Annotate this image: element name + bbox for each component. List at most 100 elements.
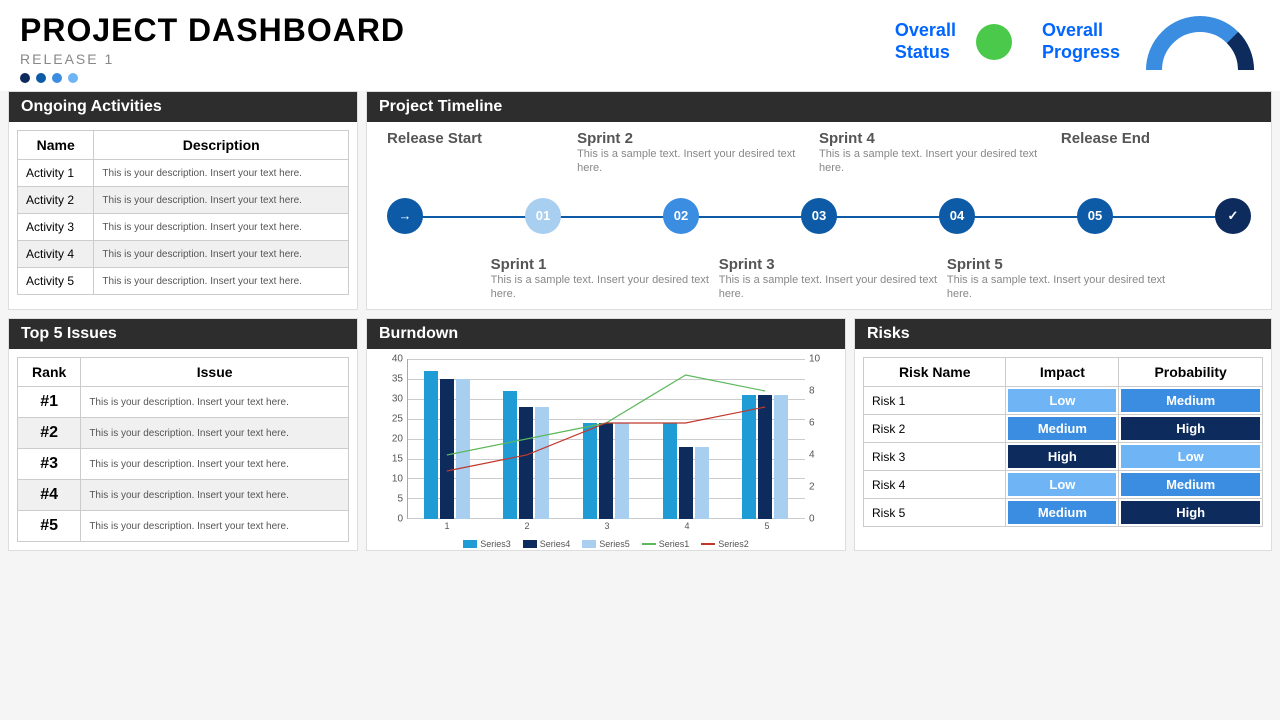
- risks-header: Risks: [855, 319, 1271, 349]
- column-header: Name: [18, 131, 94, 160]
- risk-name: Risk 4: [864, 471, 1006, 499]
- table-row: Risk 2 Medium High: [864, 415, 1263, 443]
- activity-desc: This is your description. Insert your te…: [94, 241, 349, 268]
- timeline-label-title: Sprint 4: [819, 130, 1061, 147]
- activities-header: Ongoing Activities: [9, 92, 357, 122]
- issue-rank: #1: [18, 387, 81, 418]
- issues-table: RankIssue #1This is your description. In…: [17, 357, 349, 542]
- activity-name: Activity 2: [18, 187, 94, 214]
- top-panels: Ongoing Activities NameDescription Activ…: [0, 91, 1280, 310]
- timeline-label-desc: This is a sample text. Insert your desir…: [577, 147, 819, 176]
- y-axis-label: 40: [385, 354, 403, 365]
- timeline-label-title: Sprint 3: [719, 256, 947, 273]
- timeline-body: Release StartSprint 2This is a sample te…: [367, 122, 1271, 309]
- overall-progress: OverallProgress: [1042, 12, 1260, 72]
- y-axis-label: 0: [385, 514, 403, 525]
- timeline-label-desc: This is a sample text. Insert your desir…: [719, 273, 947, 302]
- legend-swatch: [582, 540, 596, 548]
- table-row: #5This is your description. Insert your …: [18, 511, 349, 542]
- impact-badge: Low: [1008, 473, 1116, 496]
- timeline-label: Sprint 1This is a sample text. Insert yo…: [491, 256, 719, 302]
- table-row: #4This is your description. Insert your …: [18, 480, 349, 511]
- y2-axis-label: 6: [809, 418, 827, 429]
- impact-badge: High: [1008, 445, 1116, 468]
- issues-header: Top 5 Issues: [9, 319, 357, 349]
- risk-impact-cell: Low: [1006, 387, 1119, 415]
- column-header: Issue: [81, 358, 349, 387]
- risk-prob-cell: High: [1119, 499, 1263, 527]
- probability-badge: Low: [1121, 445, 1260, 468]
- legend-item: Series2: [701, 539, 749, 549]
- risk-prob-cell: Medium: [1119, 471, 1263, 499]
- activity-desc: This is your description. Insert your te…: [94, 160, 349, 187]
- activity-name: Activity 1: [18, 160, 94, 187]
- pager-dot[interactable]: [20, 73, 30, 83]
- impact-badge: Medium: [1008, 417, 1116, 440]
- risk-impact-cell: High: [1006, 443, 1119, 471]
- probability-badge: Medium: [1121, 473, 1260, 496]
- risk-impact-cell: Low: [1006, 471, 1119, 499]
- impact-badge: Medium: [1008, 501, 1116, 524]
- activity-name: Activity 5: [18, 268, 94, 295]
- burndown-panel: Burndown Series3Series4Series5Series1Ser…: [366, 318, 846, 551]
- timeline-label-desc: This is a sample text. Insert your desir…: [819, 147, 1061, 176]
- y2-axis-label: 8: [809, 386, 827, 397]
- y-axis-label: 20: [385, 434, 403, 445]
- risks-panel: Risks Risk NameImpactProbability Risk 1 …: [854, 318, 1272, 551]
- status-indicator-icon: [976, 24, 1012, 60]
- dashboard-header: PROJECT DASHBOARD RELEASE 1 OverallStatu…: [0, 0, 1280, 91]
- timeline-node[interactable]: 03: [801, 198, 837, 234]
- timeline-node[interactable]: 02: [663, 198, 699, 234]
- table-row: Activity 1This is your description. Inse…: [18, 160, 349, 187]
- timeline-node[interactable]: →: [387, 198, 423, 234]
- header-right: OverallStatus OverallProgress: [895, 12, 1260, 72]
- page-subtitle: RELEASE 1: [20, 51, 405, 67]
- issues-panel: Top 5 Issues RankIssue #1This is your de…: [8, 318, 358, 551]
- column-header: Rank: [18, 358, 81, 387]
- table-row: Risk 1 Low Medium: [864, 387, 1263, 415]
- legend-swatch: [523, 540, 537, 548]
- risk-impact-cell: Medium: [1006, 499, 1119, 527]
- pager-dot[interactable]: [36, 73, 46, 83]
- chart-line: [447, 407, 765, 471]
- risk-name: Risk 3: [864, 443, 1006, 471]
- status-label: OverallStatus: [895, 20, 956, 63]
- activities-table: NameDescription Activity 1This is your d…: [17, 130, 349, 295]
- timeline-panel: Project Timeline Release StartSprint 2Th…: [366, 91, 1272, 310]
- pager-dot[interactable]: [68, 73, 78, 83]
- y-axis-label: 15: [385, 454, 403, 465]
- issue-rank: #3: [18, 449, 81, 480]
- table-row: Activity 2This is your description. Inse…: [18, 187, 349, 214]
- timeline-node[interactable]: 05: [1077, 198, 1113, 234]
- legend-label: Series4: [540, 539, 571, 549]
- x-axis-label: 5: [764, 521, 769, 531]
- x-axis-label: 2: [524, 521, 529, 531]
- y2-axis-label: 2: [809, 482, 827, 493]
- timeline-label: Sprint 4This is a sample text. Insert yo…: [819, 130, 1061, 176]
- activity-name: Activity 4: [18, 241, 94, 268]
- activity-name: Activity 3: [18, 214, 94, 241]
- progress-label: OverallProgress: [1042, 20, 1120, 63]
- legend-swatch: [701, 543, 715, 545]
- pager-dot[interactable]: [52, 73, 62, 83]
- timeline-node[interactable]: ✓: [1215, 198, 1251, 234]
- table-row: #1This is your description. Insert your …: [18, 387, 349, 418]
- timeline-label: Sprint 5This is a sample text. Insert yo…: [947, 256, 1175, 302]
- table-row: Risk 3 High Low: [864, 443, 1263, 471]
- legend-label: Series3: [480, 539, 511, 549]
- issue-rank: #2: [18, 418, 81, 449]
- table-row: #3This is your description. Insert your …: [18, 449, 349, 480]
- timeline-node[interactable]: 04: [939, 198, 975, 234]
- legend-item: Series1: [642, 539, 690, 549]
- timeline-label: Sprint 2This is a sample text. Insert yo…: [577, 130, 819, 176]
- issue-desc: This is your description. Insert your te…: [81, 511, 349, 542]
- table-row: Risk 5 Medium High: [864, 499, 1263, 527]
- timeline-label-desc: This is a sample text. Insert your desir…: [491, 273, 719, 302]
- column-header: Probability: [1119, 358, 1263, 387]
- timeline-node[interactable]: 01: [525, 198, 561, 234]
- x-axis-label: 4: [684, 521, 689, 531]
- column-header: Impact: [1006, 358, 1119, 387]
- column-header: Risk Name: [864, 358, 1006, 387]
- probability-badge: High: [1121, 417, 1260, 440]
- y-axis-label: 10: [385, 474, 403, 485]
